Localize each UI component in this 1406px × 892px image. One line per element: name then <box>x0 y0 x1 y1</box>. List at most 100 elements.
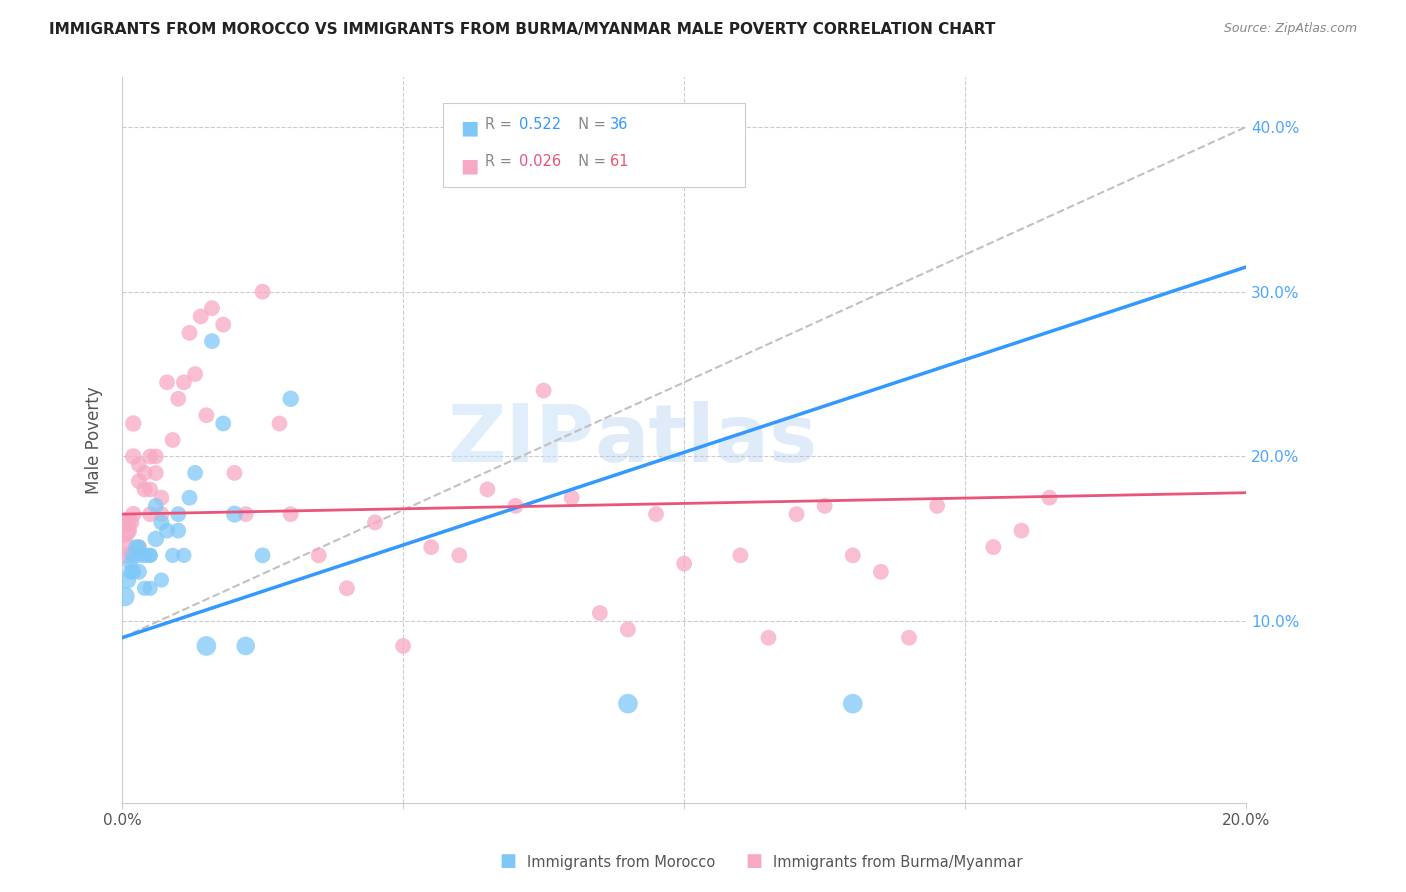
Point <box>125 540 148 554</box>
Point <box>252 549 274 563</box>
Point <box>139 582 162 596</box>
Point <box>235 507 257 521</box>
Point <box>420 540 443 554</box>
Point <box>235 639 257 653</box>
Text: ZIP: ZIP <box>447 401 595 479</box>
Text: IMMIGRANTS FROM MOROCCO VS IMMIGRANTS FROM BURMA/MYANMAR MALE POVERTY CORRELATIO: IMMIGRANTS FROM MOROCCO VS IMMIGRANTS FR… <box>49 22 995 37</box>
Point <box>617 623 640 637</box>
Point <box>162 433 184 447</box>
Point <box>128 549 150 563</box>
Point <box>128 458 150 472</box>
Text: 0.026: 0.026 <box>519 154 561 169</box>
Point <box>145 466 167 480</box>
Point <box>252 285 274 299</box>
Y-axis label: Male Poverty: Male Poverty <box>86 386 103 494</box>
Point <box>201 334 224 348</box>
Point <box>150 507 173 521</box>
Point <box>112 524 135 538</box>
Point <box>122 417 145 431</box>
Text: ■: ■ <box>499 852 516 870</box>
Point <box>134 466 156 480</box>
Point <box>150 516 173 530</box>
Point <box>364 516 387 530</box>
Point <box>156 376 179 390</box>
Point <box>167 507 190 521</box>
Point <box>139 549 162 563</box>
Point <box>114 540 136 554</box>
Text: R =: R = <box>485 154 516 169</box>
Point <box>1038 491 1060 505</box>
Point <box>645 507 668 521</box>
Point <box>115 516 138 530</box>
Point <box>477 483 499 497</box>
Point <box>173 376 195 390</box>
Text: ■: ■ <box>460 156 478 175</box>
Point <box>224 466 246 480</box>
Point <box>814 499 837 513</box>
Point <box>269 417 291 431</box>
Point <box>139 450 162 464</box>
Point <box>122 565 145 579</box>
Point <box>120 565 142 579</box>
Point <box>114 590 136 604</box>
Text: 36: 36 <box>610 117 628 132</box>
Text: atlas: atlas <box>595 401 817 479</box>
Point <box>842 697 865 711</box>
Point <box>673 557 696 571</box>
Point <box>786 507 808 521</box>
Point <box>184 367 207 381</box>
Point <box>128 565 150 579</box>
Text: ■: ■ <box>745 852 762 870</box>
Point <box>179 326 201 340</box>
Point <box>449 153 471 167</box>
Text: R =: R = <box>485 117 516 132</box>
Point <box>117 573 139 587</box>
Point <box>162 549 184 563</box>
Point <box>505 499 527 513</box>
Point <box>898 631 921 645</box>
Point <box>150 491 173 505</box>
Point <box>925 499 948 513</box>
Point <box>179 491 201 505</box>
Point <box>190 310 212 324</box>
Point <box>981 540 1004 554</box>
Point <box>201 301 224 315</box>
Point <box>128 474 150 488</box>
Point <box>617 697 640 711</box>
Point <box>730 549 752 563</box>
Point <box>145 499 167 513</box>
Point <box>145 450 167 464</box>
Point <box>122 549 145 563</box>
Point <box>589 606 612 620</box>
Point <box>122 450 145 464</box>
Point <box>280 507 302 521</box>
Point <box>117 524 139 538</box>
Point <box>156 524 179 538</box>
Point <box>212 417 235 431</box>
Point <box>336 582 359 596</box>
Point <box>139 549 162 563</box>
Point <box>128 540 150 554</box>
Text: 0.522: 0.522 <box>519 117 561 132</box>
Point <box>134 483 156 497</box>
Text: 61: 61 <box>610 154 628 169</box>
Point <box>134 582 156 596</box>
Point <box>134 549 156 563</box>
Point <box>122 507 145 521</box>
Text: Immigrants from Burma/Myanmar: Immigrants from Burma/Myanmar <box>773 855 1022 870</box>
Point <box>173 549 195 563</box>
Point <box>167 392 190 406</box>
Point <box>117 549 139 563</box>
Text: N =: N = <box>569 154 612 169</box>
Point <box>1010 524 1032 538</box>
Point <box>758 631 780 645</box>
Point <box>139 483 162 497</box>
Point <box>308 549 330 563</box>
Point <box>150 573 173 587</box>
Point <box>184 466 207 480</box>
Point <box>280 392 302 406</box>
Point <box>533 384 555 398</box>
Text: N =: N = <box>569 117 612 132</box>
Point <box>120 557 142 571</box>
Point <box>167 524 190 538</box>
